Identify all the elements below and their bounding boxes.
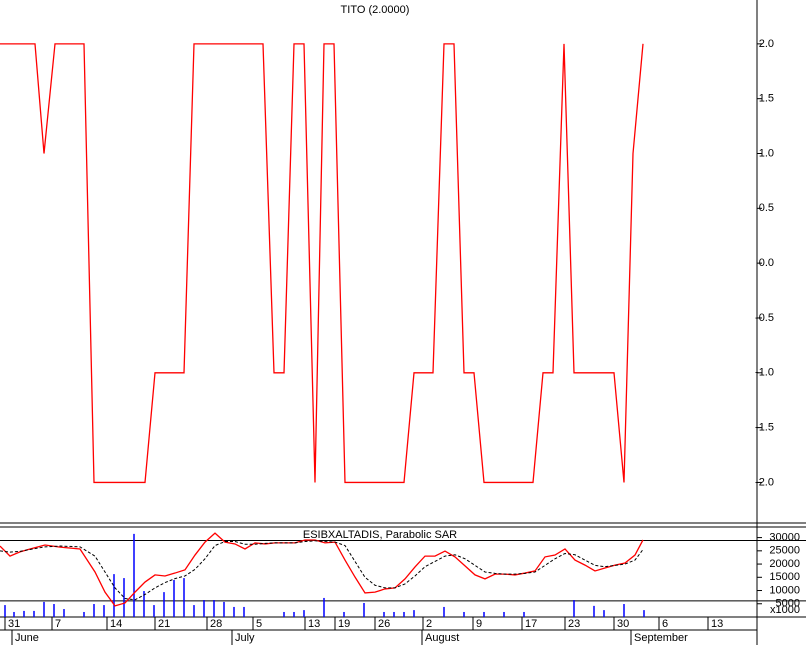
volume-bar [293, 611, 295, 617]
volume-bar [13, 611, 15, 617]
volume-bar [203, 600, 205, 617]
volume-bar [223, 601, 225, 617]
y-tick-label: -0.5 [755, 312, 774, 324]
chart-title: TITO (2.0000) [341, 4, 410, 16]
volume-bar [243, 606, 245, 617]
volume-bar [183, 578, 185, 617]
y-tick-label: 2.0 [759, 38, 774, 50]
month-label: September [634, 632, 688, 644]
volume-bar [233, 606, 235, 617]
y-tick-label: 5000 [776, 598, 800, 610]
y-tick-label: 10000 [769, 584, 800, 596]
x-tick-label: 5 [256, 618, 262, 630]
x-tick-label: 28 [210, 618, 222, 630]
volume-bar [283, 611, 285, 617]
x-tick-label: 14 [110, 618, 122, 630]
month-label: June [15, 632, 39, 644]
y-tick-label: 0.0 [759, 257, 774, 269]
x-tick-label: 31 [8, 618, 20, 630]
y-tick-label: -1.5 [755, 422, 774, 434]
volume-bar [303, 610, 305, 617]
line-series [0, 43, 644, 484]
x-tick-label: 26 [378, 618, 390, 630]
x-tick-label: 13 [711, 618, 723, 630]
y-tick-label: 1.5 [759, 93, 774, 105]
y-tick-label: 30000 [769, 531, 800, 543]
volume-bar [483, 611, 485, 617]
volume-bar [43, 601, 45, 617]
volume-bar [443, 606, 445, 617]
volume-bar [33, 610, 35, 617]
volume-bar [503, 611, 505, 617]
volume-bar [4, 605, 6, 617]
volume-bar [603, 610, 605, 617]
x-tick-label: 7 [55, 618, 61, 630]
y-tick-label: 20000 [769, 558, 800, 570]
volume-bar [173, 579, 175, 617]
x-tick-label: 19 [338, 618, 350, 630]
volume-bar [213, 600, 215, 617]
volume-bar [163, 592, 165, 617]
volume-bar [103, 605, 105, 617]
y-tick-label: -1.0 [755, 367, 774, 379]
volume-bar [93, 604, 95, 617]
volume-bar [63, 609, 65, 617]
x-tick-label: 6 [662, 618, 668, 630]
x-tick-label: 30 [617, 618, 629, 630]
y-tick-label: 0.5 [759, 202, 774, 214]
volume-bar [393, 611, 395, 617]
volume-bar [153, 605, 155, 617]
volume-bar [363, 602, 365, 617]
x-tick-label: 13 [308, 618, 320, 630]
volume-bar [643, 610, 645, 617]
volume-bar [593, 605, 595, 617]
volume-bar [323, 597, 325, 617]
x-tick-label: 2 [426, 618, 432, 630]
volume-bar [343, 611, 345, 617]
month-label: August [425, 632, 459, 644]
unit-label: x1000 [770, 604, 800, 616]
line-series [0, 540, 644, 601]
volume-bar [523, 611, 525, 617]
x-tick-label: 9 [476, 618, 482, 630]
volume-bar [403, 611, 405, 617]
x-tick-label: 21 [158, 618, 170, 630]
volume-bar [83, 611, 85, 617]
y-tick-label: 25000 [769, 545, 800, 557]
volume-bar [123, 578, 125, 617]
month-label: July [235, 632, 255, 644]
volume-bar [133, 533, 135, 617]
y-tick-label: -2.0 [755, 476, 774, 488]
volume-bar [623, 604, 625, 617]
x-tick-label: 17 [525, 618, 537, 630]
volume-bar [143, 591, 145, 617]
volume-bar [573, 600, 575, 617]
volume-bar [463, 611, 465, 617]
volume-bar [383, 611, 385, 617]
volume-bar [23, 610, 25, 617]
y-tick-label: 1.0 [759, 147, 774, 159]
volume-bar [193, 605, 195, 617]
volume-bar [413, 610, 415, 617]
volume-bar [113, 574, 115, 617]
x-tick-label: 23 [568, 618, 580, 630]
volume-bar [53, 604, 55, 617]
chart-title: ESIBXALTADIS, Parabolic SAR [303, 529, 457, 541]
y-tick-label: 15000 [769, 571, 800, 583]
